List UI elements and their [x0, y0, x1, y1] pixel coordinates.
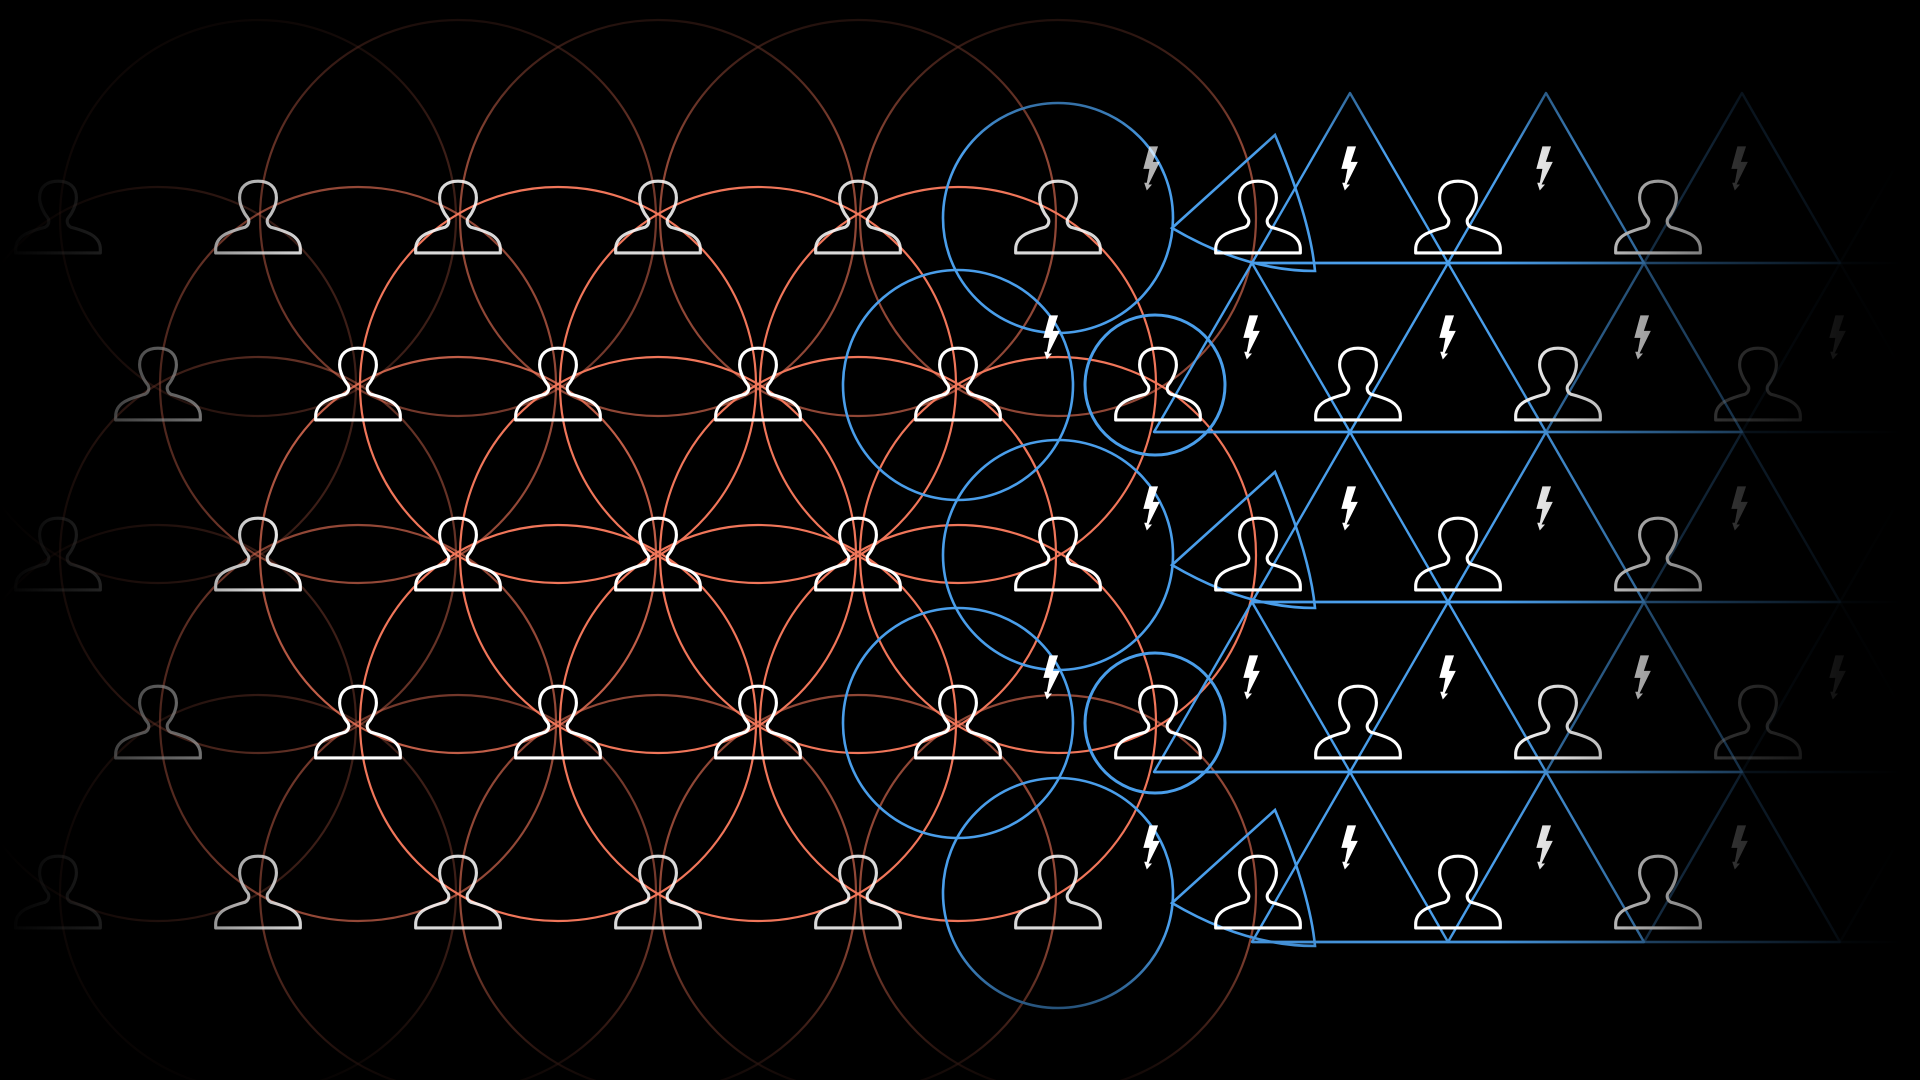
vignette-top-bottom — [0, 0, 1920, 1080]
network-illustration — [0, 0, 1920, 1080]
